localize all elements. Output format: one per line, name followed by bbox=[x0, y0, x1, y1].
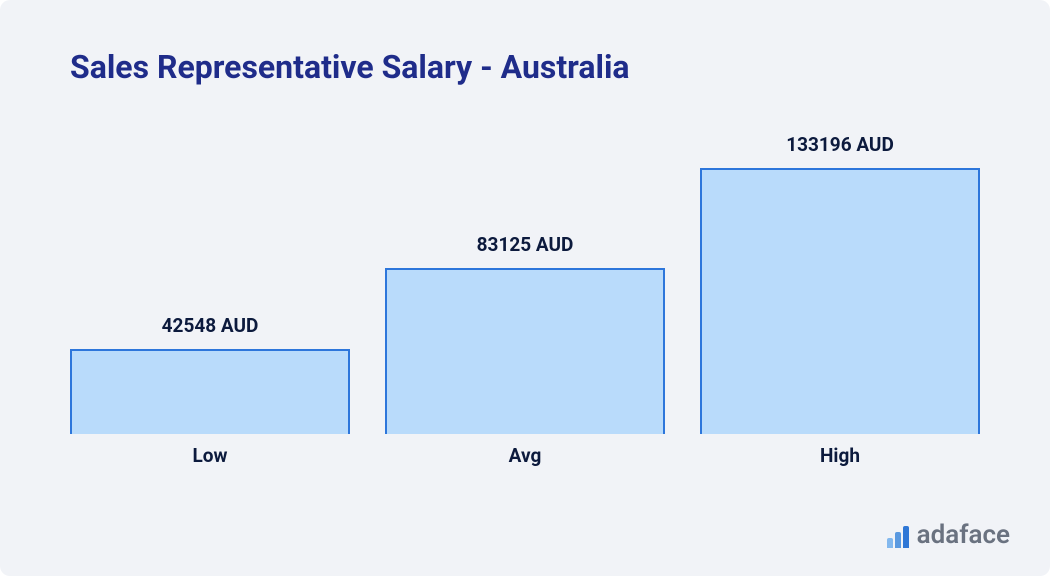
bar-low bbox=[70, 349, 350, 434]
brand-logo-icon bbox=[887, 526, 909, 548]
brand-logo-bar bbox=[895, 532, 901, 548]
brand-name: adaface bbox=[917, 522, 1010, 548]
bar-value-label: 42548 AUD bbox=[70, 314, 350, 337]
brand-logo: adaface bbox=[887, 522, 1010, 548]
bar-value-label: 133196 AUD bbox=[700, 133, 980, 156]
brand-logo-bar bbox=[903, 526, 909, 548]
bar-category-label: Avg bbox=[385, 444, 665, 467]
brand-logo-bar bbox=[887, 538, 893, 548]
bar-category-label: High bbox=[700, 444, 980, 467]
chart-canvas: Sales Representative Salary - Australia … bbox=[0, 0, 1050, 576]
chart-title: Sales Representative Salary - Australia bbox=[70, 48, 630, 86]
bar-avg bbox=[385, 268, 665, 434]
bar-value-label: 83125 AUD bbox=[385, 233, 665, 256]
bar-category-label: Low bbox=[70, 444, 350, 467]
bar-high bbox=[700, 168, 980, 434]
